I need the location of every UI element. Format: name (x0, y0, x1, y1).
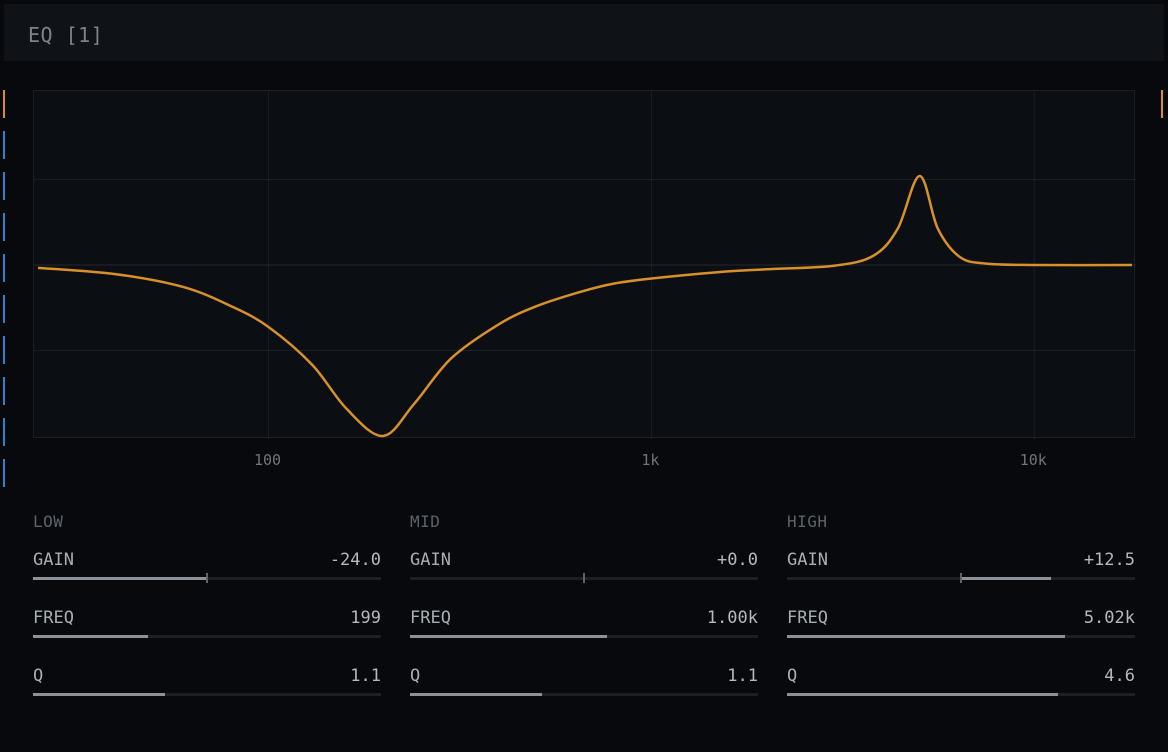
high-freq-slider[interactable]: FREQ 5.02k (787, 608, 1135, 648)
high-q-slider[interactable]: Q 4.6 (787, 666, 1135, 706)
param-name: Q (410, 666, 421, 686)
slider-center-mark (206, 573, 208, 583)
param-name: FREQ (410, 608, 451, 628)
level-marker (3, 336, 5, 364)
low-gain-slider[interactable]: GAIN -24.0 (33, 550, 381, 590)
slider-center-mark (583, 573, 585, 583)
param-value: 1.1 (350, 666, 381, 686)
level-marker (3, 254, 5, 282)
param-name: FREQ (787, 608, 828, 628)
slider-track[interactable] (410, 693, 758, 696)
band-mid: MID GAIN +0.0 FREQ 1.00k Q 1.1 (410, 512, 758, 702)
band-label: MID (410, 512, 441, 531)
mid-q-slider[interactable]: Q 1.1 (410, 666, 758, 706)
level-marker (3, 90, 5, 118)
slider-fill (33, 693, 166, 696)
level-marker (3, 131, 5, 159)
slider-fill (33, 577, 207, 580)
param-value: -24.0 (329, 550, 381, 570)
param-value: 199 (350, 608, 381, 628)
level-marker (3, 459, 5, 487)
low-q-slider[interactable]: Q 1.1 (33, 666, 381, 706)
eq-response-graph[interactable] (33, 90, 1136, 439)
slider-track[interactable] (410, 635, 758, 638)
param-value: 1.00k (706, 608, 758, 628)
slider-track[interactable] (787, 693, 1135, 696)
slider-track[interactable] (787, 573, 1135, 583)
slider-fill (787, 693, 1059, 696)
eq-curve-chart[interactable] (34, 91, 1136, 439)
param-value: 1.1 (727, 666, 758, 686)
param-value: +0.0 (717, 550, 758, 570)
param-name: GAIN (787, 550, 828, 570)
slider-track[interactable] (33, 635, 381, 638)
param-name: Q (787, 666, 798, 686)
band-label: LOW (33, 512, 64, 531)
low-freq-slider[interactable]: FREQ 199 (33, 608, 381, 648)
x-tick-label: 100 (253, 451, 282, 469)
level-marker (3, 377, 5, 405)
slider-fill (961, 577, 1052, 580)
x-tick-label: 1k (641, 451, 660, 469)
band-high: HIGH GAIN +12.5 FREQ 5.02k Q 4.6 (787, 512, 1135, 702)
level-marker (3, 213, 5, 241)
param-name: GAIN (410, 550, 451, 570)
slider-track[interactable] (410, 573, 758, 583)
param-name: Q (33, 666, 44, 686)
slider-center-mark (960, 573, 962, 583)
slider-track[interactable] (33, 693, 381, 696)
level-marker (3, 418, 5, 446)
slider-fill (33, 635, 148, 638)
slider-track[interactable] (33, 573, 381, 583)
eq-response-curve (37, 174, 1133, 438)
title-bar: EQ [1] (4, 4, 1164, 61)
slider-track[interactable] (787, 635, 1135, 638)
slider-fill (410, 693, 543, 696)
right-level-marker (1161, 90, 1163, 118)
plugin-title: EQ [1] (28, 23, 104, 47)
mid-gain-slider[interactable]: GAIN +0.0 (410, 550, 758, 590)
band-low: LOW GAIN -24.0 FREQ 199 Q 1.1 (33, 512, 381, 702)
param-value: +12.5 (1083, 550, 1135, 570)
x-tick-label: 10k (1019, 451, 1047, 469)
band-label: HIGH (787, 512, 828, 531)
level-marker (3, 172, 5, 200)
slider-fill (787, 635, 1066, 638)
param-name: FREQ (33, 608, 74, 628)
high-gain-slider[interactable]: GAIN +12.5 (787, 550, 1135, 590)
param-name: GAIN (33, 550, 74, 570)
level-marker (3, 295, 5, 323)
level-markers (3, 90, 7, 490)
mid-freq-slider[interactable]: FREQ 1.00k (410, 608, 758, 648)
slider-fill (410, 635, 607, 638)
param-value: 4.6 (1104, 666, 1135, 686)
param-value: 5.02k (1083, 608, 1135, 628)
